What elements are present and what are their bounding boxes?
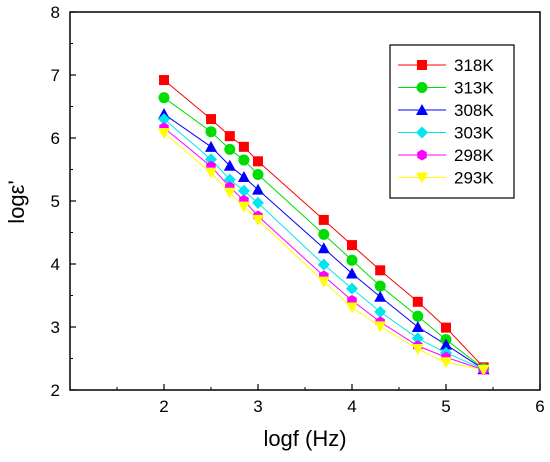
axis-ticks: 2 3 4 5 6 2 3 4 5 6 7 8: [51, 3, 545, 416]
data-point-303K: [252, 196, 264, 209]
data-point-318K: [253, 156, 263, 167]
data-point-308K: [440, 338, 452, 350]
data-point-313K: [374, 280, 386, 292]
data-point-318K: [159, 75, 169, 86]
data-point-308K: [374, 290, 387, 302]
data-point-313K: [346, 254, 358, 266]
legend-label: 318K: [454, 56, 494, 75]
data-point-318K: [224, 131, 235, 142]
data-point-293K: [411, 344, 424, 356]
data-point-308K: [252, 183, 264, 195]
data-point-318K: [412, 296, 423, 307]
data-point-308K: [205, 140, 217, 152]
x-tick-label: 2: [159, 397, 168, 416]
x-axis-label: logf (Hz): [263, 426, 346, 451]
data-point-308K: [317, 242, 330, 254]
data-point-293K: [252, 214, 264, 226]
data-point-293K: [237, 201, 250, 213]
data-point-318K: [441, 322, 451, 333]
series-marks: [158, 75, 490, 376]
x-tick-label: 3: [253, 397, 262, 416]
data-point-308K: [223, 159, 236, 171]
data-point-318K: [206, 114, 216, 125]
x-tick-label: 5: [441, 397, 450, 416]
data-point-293K: [205, 167, 217, 179]
x-tick-label: 4: [347, 397, 356, 416]
legend-label: 308K: [454, 101, 494, 120]
y-tick-label: 6: [51, 129, 60, 148]
data-point-313K: [252, 169, 264, 181]
data-point-293K: [223, 187, 236, 199]
data-point-303K: [223, 173, 236, 186]
y-tick-label: 8: [51, 3, 60, 22]
data-point-313K: [318, 228, 330, 240]
data-point-308K: [411, 321, 424, 332]
legend-label: 293K: [454, 169, 494, 188]
data-point-313K: [158, 92, 170, 104]
data-point-318K: [347, 240, 357, 251]
y-tick-label: 2: [51, 381, 60, 400]
legend-marker: [417, 60, 427, 70]
y-axis-label: logε': [4, 180, 29, 223]
legend-marker: [416, 126, 428, 139]
data-point-313K: [224, 143, 236, 155]
data-point-318K: [238, 141, 249, 152]
y-tick-label: 5: [51, 192, 60, 211]
data-point-308K: [346, 267, 358, 279]
legend-box: [389, 44, 515, 199]
data-point-293K: [158, 127, 170, 139]
data-point-303K: [158, 113, 170, 126]
data-point-293K: [346, 302, 358, 314]
y-tick-label: 4: [51, 255, 60, 274]
legend-label: 303K: [454, 124, 494, 143]
legend-marker: [416, 104, 428, 115]
data-point-313K: [412, 310, 424, 322]
x-tick-label: 6: [535, 397, 544, 416]
data-point-303K: [411, 332, 424, 345]
data-point-303K: [205, 153, 217, 166]
data-point-303K: [346, 282, 358, 295]
data-point-303K: [374, 305, 387, 318]
legend-marker: [417, 149, 427, 161]
data-point-308K: [237, 171, 250, 183]
data-point-293K: [374, 321, 387, 333]
data-point-313K: [238, 154, 250, 166]
legend-label: 313K: [454, 79, 494, 98]
data-point-318K: [375, 265, 386, 276]
legend: 318K 313K 308K 303K 298K 293K: [389, 44, 515, 199]
legend-marker: [416, 172, 428, 184]
data-point-318K: [318, 214, 329, 225]
legend-label: 298K: [454, 146, 494, 165]
y-tick-label: 7: [51, 66, 60, 85]
data-point-313K: [205, 126, 217, 138]
y-tick-label: 3: [51, 318, 60, 337]
data-point-303K: [237, 184, 250, 197]
legend-marker: [416, 82, 428, 93]
data-point-293K: [317, 276, 330, 288]
data-point-293K: [440, 357, 452, 369]
data-point-293K: [477, 364, 490, 376]
data-point-303K: [317, 258, 330, 271]
